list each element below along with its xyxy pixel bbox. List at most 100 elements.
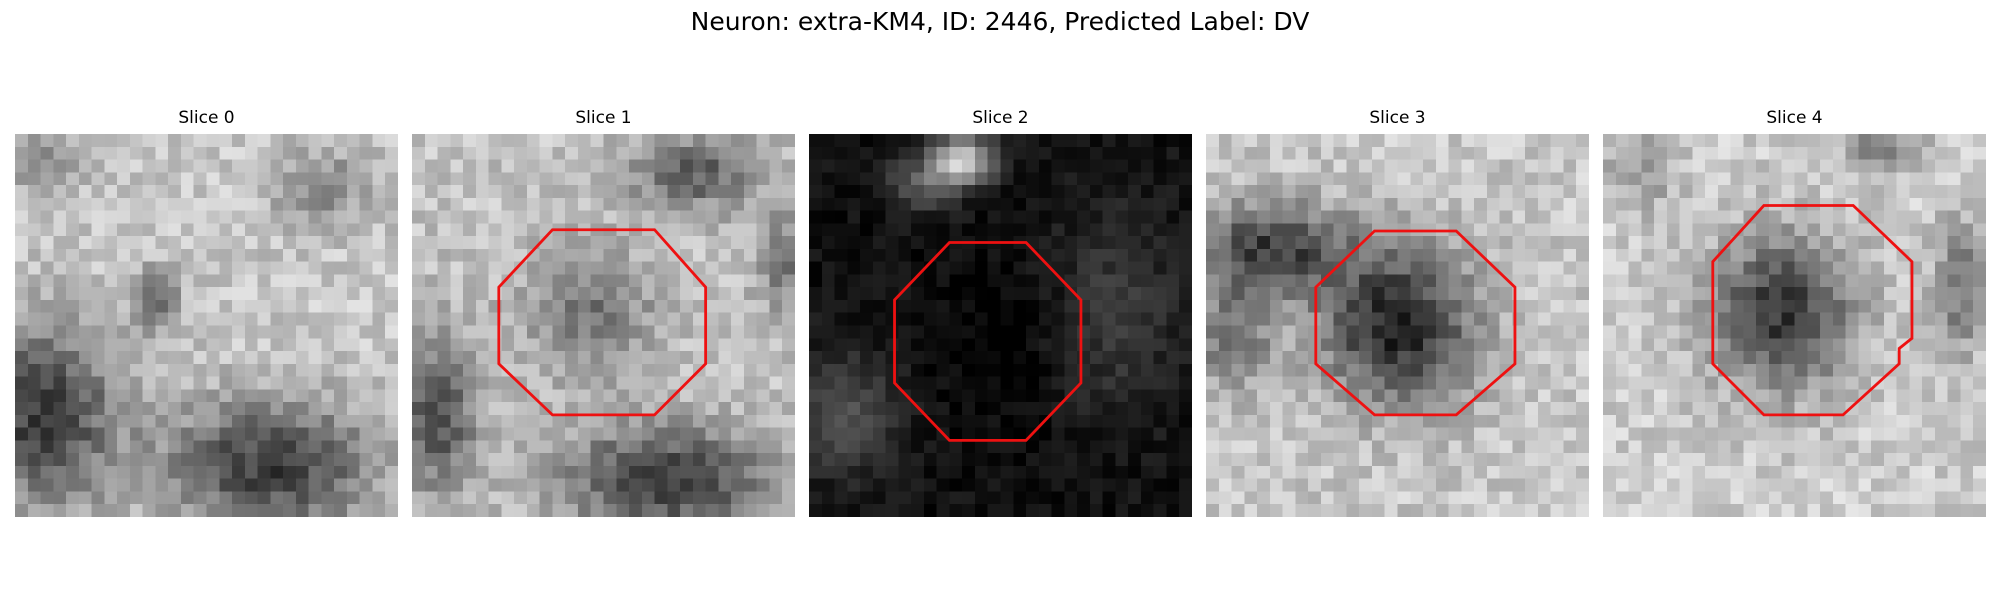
pixel — [514, 453, 528, 467]
pixel — [1756, 159, 1770, 173]
pixel — [1435, 414, 1449, 428]
pixel — [295, 440, 309, 454]
pixel — [1346, 465, 1360, 479]
pixel — [283, 185, 297, 199]
pixel — [629, 351, 643, 365]
pixel — [1832, 248, 1846, 262]
pixel — [1257, 274, 1271, 288]
pixel — [860, 414, 874, 428]
pixel — [168, 427, 182, 441]
pixel — [1282, 465, 1296, 479]
pixel — [1115, 223, 1129, 237]
pixel — [1153, 465, 1167, 479]
pixel — [1166, 261, 1180, 275]
pixel — [1973, 185, 1986, 199]
pixel — [1026, 504, 1040, 517]
pixel — [1333, 427, 1347, 441]
pixel — [923, 338, 937, 352]
pixel — [1628, 491, 1642, 505]
pixel — [1051, 351, 1065, 365]
pixel — [1026, 210, 1040, 224]
pixel — [769, 134, 783, 148]
pixel — [1756, 427, 1770, 441]
pixel — [923, 287, 937, 301]
pixel — [911, 248, 925, 262]
pixel — [949, 134, 963, 148]
pixel — [1089, 427, 1103, 441]
pixel — [295, 504, 309, 517]
pixel — [590, 351, 604, 365]
pixel — [1768, 261, 1782, 275]
pixel — [1666, 351, 1680, 365]
pixel — [372, 134, 386, 148]
pixel — [1064, 504, 1078, 517]
pixel — [104, 236, 118, 250]
pixel — [91, 465, 105, 479]
pixel — [1603, 465, 1617, 479]
pixel — [206, 440, 220, 454]
pixel — [385, 197, 398, 211]
pixel — [1461, 287, 1475, 301]
pixel — [295, 210, 309, 224]
pixel — [359, 134, 373, 148]
pixel — [1717, 338, 1731, 352]
pixel — [180, 363, 194, 377]
pixel — [949, 414, 963, 428]
pixel — [1692, 287, 1706, 301]
pixel — [1013, 478, 1027, 492]
pixel — [743, 478, 757, 492]
pixel — [1410, 134, 1424, 148]
pixel — [78, 491, 92, 505]
pixel — [206, 146, 220, 160]
pixel — [1218, 453, 1232, 467]
pixel — [1628, 338, 1642, 352]
pixel — [616, 338, 630, 352]
pixel — [1603, 299, 1617, 313]
pixel — [66, 338, 80, 352]
pixel — [680, 414, 694, 428]
pixel — [1269, 172, 1283, 186]
pixel — [1257, 504, 1271, 517]
pixel — [1486, 210, 1500, 224]
pixel — [475, 376, 489, 390]
pixel — [1115, 402, 1129, 416]
pixel — [1768, 172, 1782, 186]
pixel — [743, 210, 757, 224]
pixel — [1128, 325, 1142, 339]
pixel — [270, 402, 284, 416]
pixel — [1781, 325, 1795, 339]
pixel — [526, 146, 540, 160]
pixel — [1679, 478, 1693, 492]
pixel — [53, 134, 67, 148]
pixel — [1756, 491, 1770, 505]
pixel — [809, 197, 823, 211]
pixel — [424, 223, 438, 237]
pixel — [1206, 299, 1220, 313]
pixel — [270, 223, 284, 237]
pixel — [1371, 248, 1385, 262]
pixel — [1743, 453, 1757, 467]
pixel — [1077, 478, 1091, 492]
pixel — [1615, 338, 1629, 352]
pixel — [1064, 312, 1078, 326]
pixel — [66, 465, 80, 479]
pixel — [1756, 210, 1770, 224]
pixel — [1947, 185, 1961, 199]
pixel — [1960, 453, 1974, 467]
pixel — [1550, 299, 1564, 313]
pixel — [219, 172, 233, 186]
pixel — [1244, 299, 1258, 313]
pixel — [359, 159, 373, 173]
pixel — [1537, 389, 1551, 403]
pixel — [1717, 223, 1731, 237]
pixel — [1346, 312, 1360, 326]
pixel — [475, 338, 489, 352]
pixel — [1871, 440, 1885, 454]
pixel — [1717, 351, 1731, 365]
pixel — [1371, 402, 1385, 416]
pixel — [1346, 338, 1360, 352]
pixel — [1359, 134, 1373, 148]
pixel — [641, 236, 655, 250]
pixel — [834, 274, 848, 288]
pixel — [860, 197, 874, 211]
